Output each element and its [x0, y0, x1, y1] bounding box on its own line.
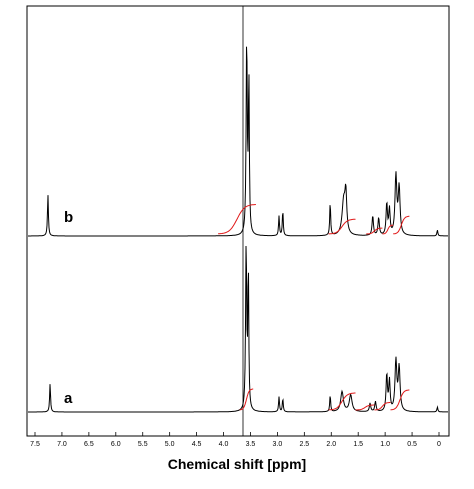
x-tick-label: 2.5 [299, 441, 309, 448]
x-tick-label: 0 [437, 441, 441, 448]
plot-frame [26, 5, 450, 437]
spectrum-b [28, 46, 448, 237]
trace-label-a: a [64, 390, 73, 407]
spectrum-trace [28, 245, 448, 413]
x-tick-label: 5.5 [138, 441, 148, 448]
integral-curve [355, 404, 375, 411]
integral-curve [328, 392, 356, 411]
trace-label-b: b [64, 209, 73, 226]
spectrum-trace [28, 46, 448, 237]
integral-curve [382, 224, 394, 235]
x-tick-label: 1.5 [353, 441, 363, 448]
integral-curve [374, 402, 391, 411]
integral-curve [328, 218, 356, 235]
x-axis-ticks: 7.5 7.0 6.5 6.0 5.5 5.0 4.5 4.0 3.5 3.0 2.5 2.0 1.5 1… [30, 432, 441, 448]
x-tick-label: 5.0 [165, 441, 175, 448]
x-tick-label: 1.0 [380, 441, 390, 448]
integral-curve [366, 227, 383, 235]
integral-curve [390, 389, 410, 411]
x-tick-label: 7.5 [30, 441, 40, 448]
integral-curve [393, 215, 410, 235]
x-tick-label: 4.0 [219, 441, 229, 448]
x-tick-label: 6.5 [84, 441, 94, 448]
integral-curve [239, 388, 254, 411]
x-tick-label: 3.0 [273, 441, 283, 448]
x-tick-label: 4.5 [192, 441, 202, 448]
integral-curve [218, 204, 256, 235]
x-axis-title: Chemical shift [ppm] [167, 456, 307, 472]
x-tick-label: 0.5 [407, 441, 417, 448]
spectrum-a [28, 245, 448, 413]
x-tick-label: 2.0 [326, 441, 336, 448]
x-tick-label: 7.0 [57, 441, 67, 448]
x-tick-label: 3.5 [246, 441, 256, 448]
x-tick-label: 6.0 [111, 441, 121, 448]
